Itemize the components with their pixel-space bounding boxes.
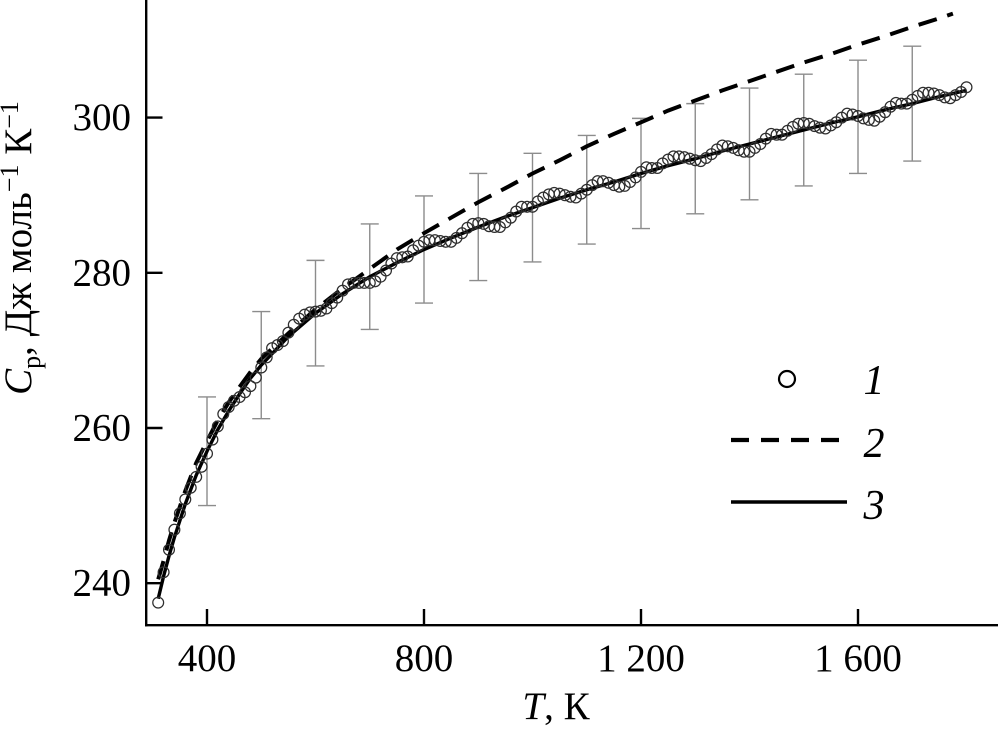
data-point (553, 187, 566, 200)
y-axis-title-superscript-1: −1 (0, 165, 24, 193)
data-point (564, 190, 577, 203)
data-point (770, 128, 783, 141)
y-axis-title-superscript-2: −1 (0, 101, 24, 129)
data-point (260, 351, 273, 364)
data-point (168, 523, 181, 536)
x-axis-title-unit: , К (544, 685, 591, 728)
data-point (521, 200, 534, 213)
data-point (645, 161, 658, 175)
data-point (895, 97, 908, 110)
data-point (927, 87, 940, 100)
x-axis-title-symbol: T (522, 685, 546, 728)
legend-label-2: 2 (864, 421, 885, 467)
error-bars-group (198, 45, 922, 507)
y-tick-label: 260 (73, 407, 132, 450)
data-point (851, 109, 865, 123)
data-point (162, 543, 176, 556)
data-point (211, 420, 224, 433)
data-point (488, 220, 501, 234)
y-tick-label: 280 (73, 251, 132, 294)
data-point (190, 470, 203, 483)
data-point (613, 180, 626, 193)
data-point (309, 305, 322, 318)
data-point (314, 304, 327, 317)
data-point (206, 433, 219, 446)
data-point (152, 596, 165, 609)
legend-label-3: 3 (863, 483, 885, 529)
legend: 1 2 3 (731, 358, 885, 529)
data-point (157, 566, 170, 579)
data-point (846, 108, 859, 121)
data-point (173, 507, 186, 520)
x-tick-label: 1 200 (597, 637, 685, 680)
data-point (472, 217, 485, 230)
y-axis-title-kelvin: К (0, 128, 40, 165)
legend-label-1: 1 (864, 358, 885, 404)
data-point (721, 140, 734, 153)
dashed-curve-group (156, 11, 954, 580)
x-axis-title: T, К (522, 685, 590, 728)
x-tick-label: 1 600 (814, 637, 902, 680)
y-ticks-group: 240 260 280 300 (73, 96, 163, 605)
data-point (249, 371, 262, 384)
data-point (244, 380, 257, 393)
y-axis-title: Cp, Дж моль−1 К−1 (0, 101, 46, 395)
data-point (179, 493, 192, 506)
y-axis-title-subscript: p (17, 356, 46, 369)
data-point (298, 308, 311, 321)
legend-marker-circle (777, 369, 797, 389)
data-point (184, 481, 197, 494)
y-axis-title-symbol: C (0, 368, 40, 395)
axes-group: 240 260 280 300 400 800 1 200 1 600 (73, 0, 998, 680)
x-tick-label: 400 (178, 637, 237, 680)
y-axis-title-units: , Дж моль (0, 192, 40, 356)
data-point (602, 176, 615, 189)
data-point (195, 460, 208, 473)
data-point (439, 235, 452, 248)
data-point (596, 175, 610, 188)
data-point (477, 217, 490, 230)
data-point (678, 151, 691, 164)
x-tick-label: 800 (395, 637, 454, 680)
data-point (363, 276, 376, 289)
calculated-curve-dashed (156, 11, 954, 580)
y-tick-label: 300 (73, 96, 132, 139)
data-point (738, 145, 751, 158)
data-point (200, 447, 214, 460)
data-point (797, 116, 810, 130)
scatter-points-group (152, 81, 973, 609)
data-point (803, 117, 816, 130)
data-point (862, 113, 875, 126)
y-tick-label: 240 (73, 562, 132, 605)
x-ticks-group: 400 800 1 200 1 600 (178, 609, 902, 680)
data-point (933, 89, 946, 102)
data-point (727, 141, 740, 154)
data-point (396, 251, 409, 264)
data-point (276, 335, 289, 348)
data-point (255, 361, 268, 374)
data-point (960, 81, 973, 94)
